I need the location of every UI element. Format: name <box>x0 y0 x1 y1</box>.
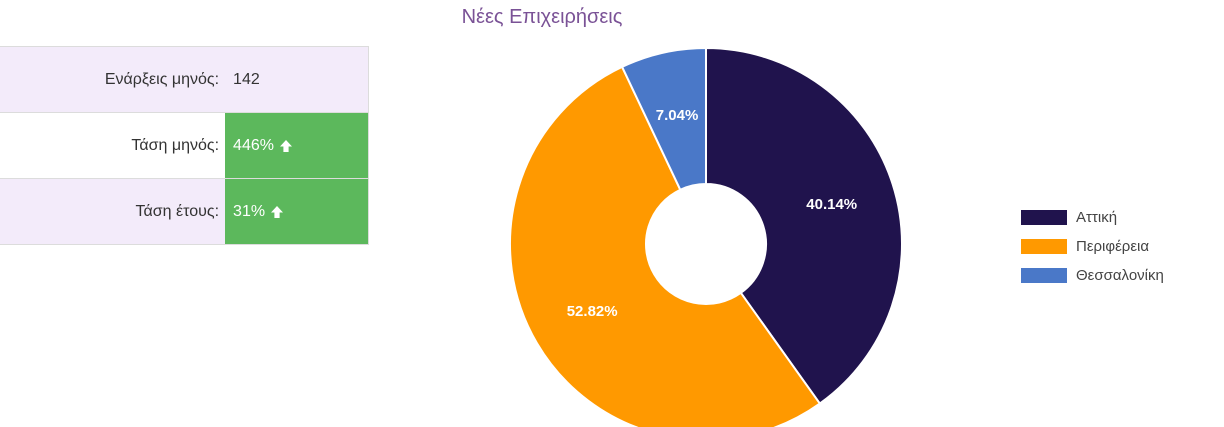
legend-label: Περιφέρεια <box>1076 238 1150 255</box>
legend-label: Θεσσαλονίκη <box>1076 267 1164 284</box>
stat-label: Τάση έτους: <box>135 202 220 220</box>
chart-legend: Αττική Περιφέρεια Θεσσαλονίκη <box>1021 203 1164 290</box>
chart-title: Νέες Επιχειρήσεις <box>0 6 1224 29</box>
legend-label: Αττική <box>1076 209 1118 226</box>
stat-label: Ενάρξεις μηνός: <box>104 70 220 88</box>
slice-label-attiki: 40.14% <box>806 196 857 213</box>
stat-row-monthly-trend: Τάση μηνός: 446% <box>0 113 368 179</box>
slice-label-thessaloniki: 7.04% <box>656 107 699 124</box>
legend-item-attiki[interactable]: Αττική <box>1021 203 1164 232</box>
stat-label: Τάση μηνός: <box>131 136 220 154</box>
stat-value-text: 31% <box>233 202 266 220</box>
pie-slice-periferia[interactable] <box>509 65 822 427</box>
legend-swatch <box>1021 210 1067 225</box>
pie-slice-thessaloniki[interactable] <box>620 46 707 192</box>
stat-row-yearly-trend: Τάση έτους: 31% <box>0 179 368 245</box>
pie-slice-attiki[interactable] <box>705 46 903 405</box>
arrow-up-icon <box>279 139 293 153</box>
legend-item-periferia[interactable]: Περιφέρεια <box>1021 232 1164 261</box>
stat-row-monthly-starts: Ενάρξεις μηνός: 142 <box>0 47 368 113</box>
stat-value-text: 142 <box>233 70 260 88</box>
stat-value: 142 <box>225 47 368 112</box>
stats-table: Ενάρξεις μηνός: 142 Τάση μηνός: 446% Τάσ… <box>0 46 369 245</box>
slice-label-periferia: 52.82% <box>567 303 618 320</box>
stat-value-text: 446% <box>233 136 274 154</box>
stat-value: 446% <box>225 113 368 178</box>
legend-swatch <box>1021 268 1067 283</box>
legend-swatch <box>1021 239 1067 254</box>
stat-value: 31% <box>225 179 368 244</box>
legend-item-thessaloniki[interactable]: Θεσσαλονίκη <box>1021 261 1164 290</box>
arrow-up-icon <box>270 205 284 219</box>
chart-title-text: Νέες Επιχειρήσεις <box>461 6 623 28</box>
